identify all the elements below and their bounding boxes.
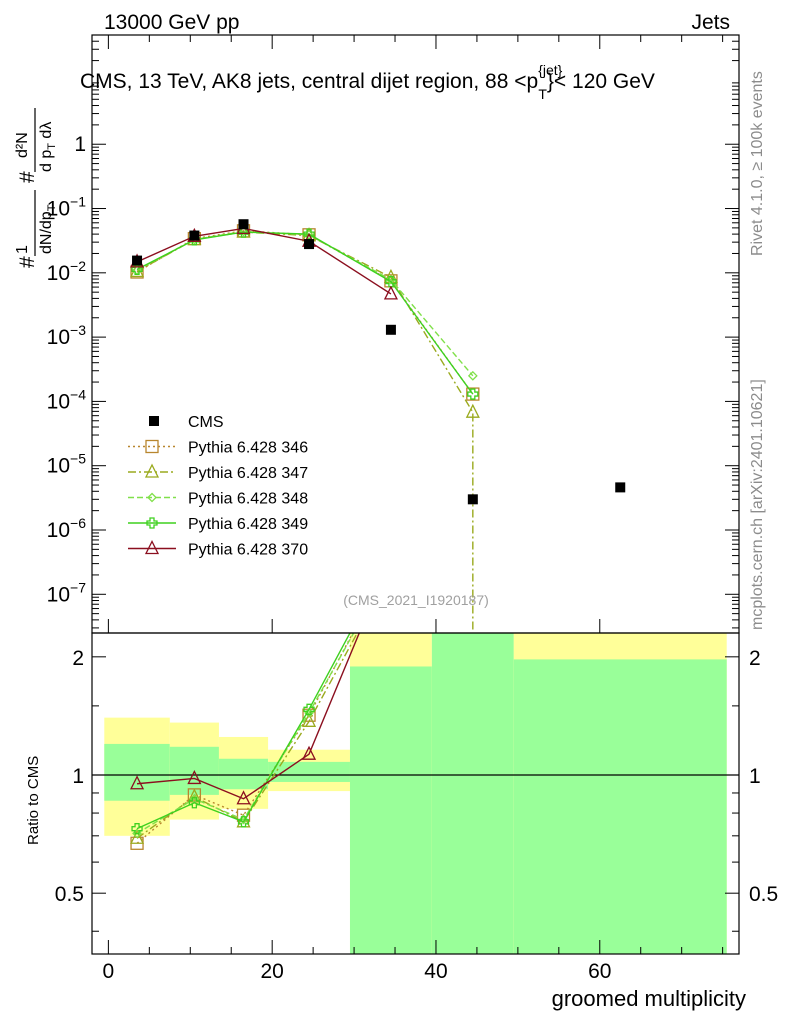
y-tick-label-ratio-right: 2 [749, 647, 761, 670]
y-tick-label-ratio: 2 [72, 647, 84, 670]
legend-marker-p346 [145, 439, 159, 454]
ratio-point-p370-3 [301, 745, 317, 760]
y-tick-label-main: 10−6 [47, 515, 87, 542]
svg-text:#: # [16, 171, 39, 183]
series-line-p346 [136, 230, 474, 395]
point-p349-3 [303, 228, 315, 240]
legend-label-cms: CMS [188, 414, 224, 431]
series-line-p348 [136, 230, 474, 377]
x-tick-label: 0 [103, 960, 115, 983]
band-green-5 [431, 633, 514, 954]
y-tick-label-main: 10−7 [47, 579, 87, 606]
cms-point-5 [467, 494, 478, 505]
mcplots-source-label: mcplots.cern.ch [arXiv:2401.10621] [749, 379, 766, 630]
y-tick-label-ratio-right: 1 [749, 765, 761, 788]
ratio-series-layer [129, 633, 361, 850]
legend-label-p348: Pythia 6.428 348 [188, 491, 308, 508]
ratio-uncertainty-bands [92, 633, 739, 954]
y-tick-label-main: 10−1 [47, 194, 87, 221]
legend-label-p347: Pythia 6.428 347 [188, 465, 308, 482]
y-tick-label-ratio: 0.5 [55, 883, 84, 906]
point-p349-4 [385, 275, 397, 288]
series-line-p370 [136, 227, 392, 295]
legend: CMS Pythia 6.428 346 Pythia 6.428 347 Pythi… [128, 414, 308, 559]
point-p348-4 [386, 274, 396, 285]
series-line-p349 [136, 231, 474, 395]
legend-marker-cms [149, 416, 159, 426]
point-p348-5 [467, 370, 478, 381]
plot-title: CMS, 13 TeV, AK8 jets, central dijet reg… [80, 62, 655, 102]
y-tick-label-ratio: 1 [72, 765, 84, 788]
cms-point-3 [304, 239, 315, 250]
svg-text:dN/dpT: dN/dpT [38, 204, 58, 254]
legend-label-p370: Pythia 6.428 370 [188, 542, 308, 559]
y-tick-label-ratio-right: 0.5 [749, 883, 778, 906]
y-tick-label-main: 1 [74, 133, 86, 156]
rivet-version-label: Rivet 4.1.0, ≥ 100k events [749, 71, 766, 256]
ratio-point-p349-1 [188, 797, 201, 809]
point-p346-5 [466, 387, 480, 401]
ratio-plot-frame [91, 632, 740, 955]
svg-text:d pT dλ: d pT dλ [38, 122, 58, 172]
svg-text:1: 1 [14, 245, 31, 254]
band-green-0 [104, 743, 170, 801]
ratio-point-p349-0 [131, 823, 143, 835]
ratio-point-p349-3 [303, 703, 315, 715]
cms-point-2 [238, 219, 249, 230]
cms-point-0 [132, 255, 143, 266]
series-line-p347 [136, 231, 474, 633]
cms-point-6 [615, 482, 626, 493]
ratio-line-p349 [136, 633, 351, 830]
point-p349-5 [467, 388, 479, 400]
point-p370-4 [383, 285, 398, 300]
ratio-y-axis-label: Ratio to CMS [25, 756, 42, 845]
ratio-point-p370-2 [236, 790, 251, 805]
band-green-3 [268, 761, 350, 782]
ratio-point-p347-0 [129, 829, 145, 844]
ratio-point-p370-0 [129, 775, 145, 790]
y-tick-label-main: 10−4 [47, 386, 87, 413]
legend-label-p349: Pythia 6.428 349 [188, 516, 308, 533]
legend-marker-p348 [147, 492, 157, 503]
legend-marker-p349 [146, 517, 158, 529]
ratio-point-p347-1 [187, 788, 202, 803]
axis-ticks: 0 20 40 60 1 10−1 10−2 10−3 10−4 10−5 10−6 10−7 0.5 0… [47, 34, 778, 983]
legend-marker-p347 [144, 463, 160, 478]
band-green-6 [513, 659, 727, 954]
ratio-point-p370-1 [187, 769, 202, 785]
y-tick-label-main: 10−2 [47, 258, 87, 285]
x-tick-label: 20 [260, 960, 283, 983]
x-axis-label: groomed multiplicity [552, 986, 746, 1011]
cms-point-1 [189, 230, 200, 241]
band-green-2 [218, 758, 269, 790]
cms-point-4 [385, 324, 396, 335]
header-left: 13000 GeV pp [104, 11, 239, 34]
y-tick-label-main: 10−5 [47, 451, 87, 478]
main-y-axis-label: # 1 dN/dpT # d²N d pT dλ [14, 108, 58, 268]
ratio-point-p349-2 [237, 816, 250, 828]
ratio-point-p348-0 [132, 828, 142, 839]
point-p347-5 [465, 403, 480, 418]
ratio-point-p347-3 [301, 712, 317, 727]
y-tick-label-main: 10−3 [47, 322, 87, 349]
svg-text:#: # [16, 256, 39, 268]
legend-label-p346: Pythia 6.428 346 [188, 440, 308, 457]
x-tick-label: 60 [588, 960, 611, 983]
legend-marker-p370 [144, 540, 160, 555]
main-series-layer [129, 219, 626, 633]
analysis-watermark: (CMS_2021_I1920187) [343, 592, 489, 608]
ratio-line-p370 [136, 633, 361, 800]
x-tick-label: 40 [424, 960, 447, 983]
band-green-4 [349, 666, 432, 954]
header-right: Jets [691, 11, 730, 34]
svg-text:d²N: d²N [14, 132, 31, 158]
